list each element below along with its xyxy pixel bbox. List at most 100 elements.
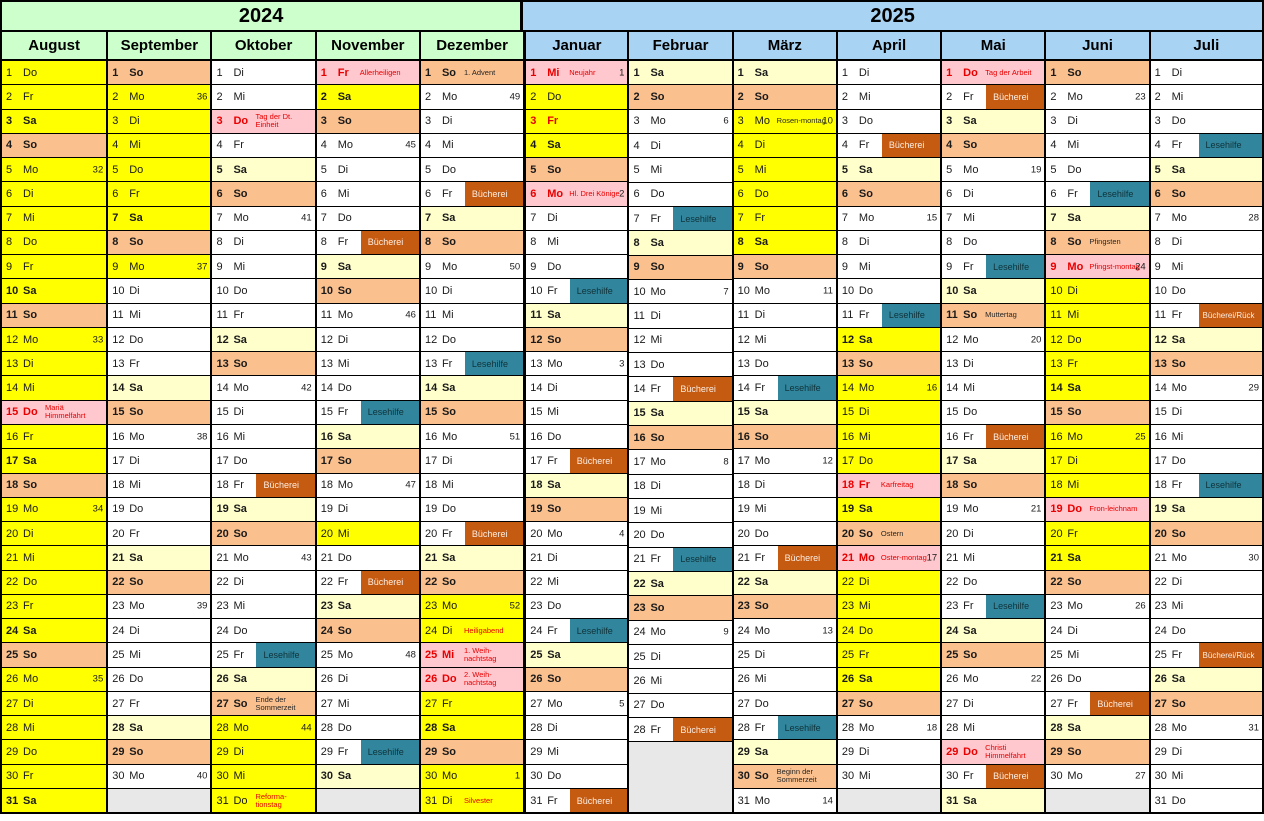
weekday-label: Di (858, 406, 870, 419)
buecherei-badge: Bücherei (881, 133, 941, 158)
weekday-label: Di (441, 115, 453, 128)
day-number: 3 (320, 115, 327, 128)
day-cell: 2 Fr Bücherei (942, 84, 1045, 109)
day-cell: 29 So (108, 739, 211, 764)
weekday-label: Sa (547, 309, 561, 322)
weekday-label: Mi (547, 746, 559, 759)
day-cell: 9 Do (526, 254, 628, 279)
day-number: 18 (1154, 479, 1167, 492)
day-cell: 20 So Ostern (837, 521, 941, 546)
weekday-label: So (1067, 236, 1082, 249)
buecherei-badge: Bücherei (673, 717, 732, 742)
day-number: 20 (1050, 527, 1063, 540)
weekday-label: Fr (441, 187, 453, 200)
day-number: 12 (530, 333, 543, 346)
day-number: 27 (841, 697, 855, 710)
day-number: 14 (841, 382, 855, 395)
day-cell: 1 Sa (629, 61, 732, 85)
day-number: 9 (1050, 260, 1057, 273)
day-number: 22 (320, 576, 333, 589)
weekday-label: Fr (337, 576, 349, 589)
day-cell: 23 Mi (1150, 593, 1262, 619)
weekday-label: Mo (129, 600, 145, 613)
weekday-label: Sa (1067, 212, 1081, 225)
day-number: 21 (6, 551, 19, 564)
weekday-label: So (441, 746, 457, 759)
week-number: 34 (92, 503, 104, 515)
day-number: 28 (1154, 721, 1167, 734)
day-cell: 26 Sa (1150, 666, 1262, 691)
day-cell: 14 Di (526, 375, 628, 400)
weekday-label: Mo (1067, 90, 1083, 103)
week-number: 14 (822, 795, 833, 807)
day-number: 28 (946, 721, 959, 734)
day-number: 17 (946, 454, 959, 467)
weekday-label: Mi (23, 382, 35, 395)
day-number: 23 (633, 601, 646, 614)
day-cell: 25 Mi (1046, 642, 1149, 667)
day-number: 6 (737, 187, 744, 200)
day-number: 6 (6, 187, 13, 200)
weekday-label: Sa (23, 794, 37, 807)
weekday-label: Mi (963, 212, 975, 225)
day-number: 22 (6, 576, 19, 589)
day-number: 4 (633, 139, 640, 152)
day-cell: 6 Fr Lesehilfe (1046, 181, 1149, 206)
day-cell: 19 So (526, 496, 628, 522)
weekday-label: Do (650, 699, 665, 712)
day-cell: 19 Sa (212, 496, 315, 522)
month-header-oktober: Oktober (210, 32, 315, 59)
weekday-label: So (547, 163, 562, 176)
weekday-label: Sa (547, 649, 561, 661)
day-number: 15 (6, 406, 19, 419)
day-cell: 23 Mo 26 (1046, 593, 1149, 619)
calendar-grid: 1 Do 2 Fr 3 Sa 4 So 5 Mo 32 6 Di 7 Mi 8 Do 9 Fr 10 Sa 11 So 12 M… (2, 61, 1262, 813)
holiday-note: Allerheiligen (359, 67, 401, 77)
day-cell: 27 Fr (108, 690, 211, 716)
week-number: 38 (196, 431, 208, 443)
day-cell: 21 Fr Bücherei (733, 545, 836, 570)
day-cell: 18 Fr Lesehilfe (1150, 472, 1262, 497)
day-number: 29 (112, 746, 125, 759)
day-cell: 5 Sa (837, 157, 941, 182)
weekday-label: Mo (441, 600, 458, 613)
day-cell: 28 Sa (108, 715, 211, 740)
weekday-label: Do (129, 163, 144, 176)
day-cell: 10 Mo 7 (629, 278, 732, 304)
day-cell: 21 Mo 43 (212, 545, 315, 570)
weekday-label: Mi (233, 600, 246, 613)
day-number: 5 (112, 163, 119, 176)
week-number: 19 (1030, 164, 1042, 176)
day-cell: 26 Sa (837, 666, 941, 691)
weekday-label: Mo (650, 626, 666, 639)
holiday-note: Hl. Drei Könige (569, 188, 620, 198)
day-cell: 1 Sa (733, 61, 836, 85)
weekday-label: Mi (547, 66, 560, 79)
day-cell: 18 Mi (1046, 472, 1149, 497)
day-cell: 31 Mo 14 (733, 787, 836, 813)
day-cell: 23 Fr (2, 593, 107, 619)
day-cell: 11 Mi (1046, 302, 1149, 327)
weekday-label: Di (754, 139, 766, 152)
day-number: 27 (1154, 697, 1167, 710)
day-cell: 3 So (316, 108, 419, 133)
weekday-label: Do (441, 503, 457, 516)
weekday-label: Mi (1171, 770, 1184, 783)
day-cell: 1 So (108, 61, 211, 85)
weekday-label: Do (1067, 333, 1082, 346)
weekday-label: Mo (1171, 721, 1187, 734)
day-cell: 2 Do (526, 84, 628, 109)
day-number: 13 (633, 358, 646, 371)
day-cell: 24 Mo 9 (629, 619, 732, 644)
day-cell: 1 Do (2, 61, 107, 85)
month-column-mai: 1 Do Tag der Arbeit 2 Fr Bücherei 3 Sa 4 So 5 Mo 19 6… (940, 61, 1045, 813)
weekday-label: Sa (129, 212, 143, 225)
day-cell: 25 Di (629, 643, 732, 669)
week-number: 26 (1135, 600, 1146, 612)
weekday-label: Fr (963, 430, 974, 443)
weekday-label: Fr (233, 139, 244, 152)
weekday-label: Di (129, 115, 140, 128)
day-cell: 6 Mi (316, 181, 419, 206)
month-column-dezember: 1 So 1. Advent 2 Mo 49 3 Di 4 Mi 5 Do 6 Fr Bücherei 7 Sa… (418, 61, 524, 813)
